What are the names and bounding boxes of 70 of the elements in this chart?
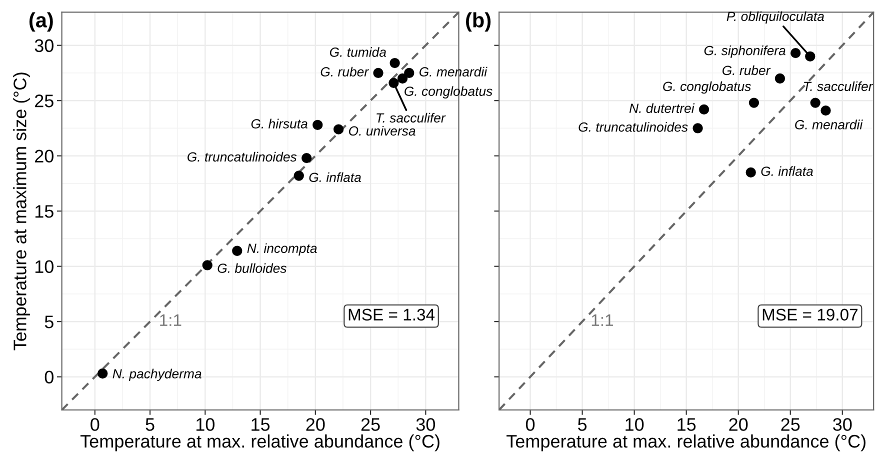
chart-title: (a) xyxy=(29,12,53,32)
point xyxy=(790,48,801,58)
annotation: G. bulloides xyxy=(218,263,286,273)
x-tick-label: 10 xyxy=(196,418,214,431)
annotation: G. truncatulinoides xyxy=(188,152,297,162)
x-tick-label: 5 xyxy=(578,418,587,431)
annotation: N. pachyderma xyxy=(112,368,202,382)
point xyxy=(820,105,831,116)
point xyxy=(202,260,212,270)
x-tick-label: 30 xyxy=(416,418,436,431)
point xyxy=(333,124,344,134)
y-tick-label: 20 xyxy=(35,150,54,163)
point xyxy=(698,104,710,115)
point xyxy=(388,78,399,88)
y-axis-title: Temperature at maximum size (°C) xyxy=(13,72,30,350)
point xyxy=(373,68,384,78)
point xyxy=(774,73,786,84)
annotation: MSE = 19.07 xyxy=(762,308,858,321)
point xyxy=(312,120,323,130)
y-tick-label: 25 xyxy=(35,94,54,108)
point xyxy=(397,73,408,84)
x-tick-label: 15 xyxy=(252,418,270,431)
annotation: G. truncatulinoides xyxy=(578,122,688,132)
point xyxy=(302,152,312,164)
point xyxy=(390,58,400,68)
point xyxy=(98,368,108,379)
point xyxy=(232,246,242,256)
point xyxy=(746,167,756,178)
point xyxy=(805,51,816,62)
annotation: G. ruber xyxy=(320,66,369,77)
x-tick-label: 25 xyxy=(781,418,800,431)
x-tick-label: 25 xyxy=(361,418,380,431)
point xyxy=(748,98,760,108)
annotation: N. dutertrei xyxy=(629,103,695,113)
chart-title: (b) xyxy=(466,12,491,32)
annotation: MSE = 1.34 xyxy=(348,308,435,321)
annotation: G. tumida xyxy=(330,47,386,57)
annotation: G. inflata xyxy=(761,166,813,176)
point xyxy=(810,98,820,108)
y-tick-label: 5 xyxy=(44,316,54,328)
point xyxy=(692,123,703,134)
annotation: O. universa xyxy=(349,126,416,136)
annotation: G. hirsuta xyxy=(251,118,308,128)
x-tick-label: 30 xyxy=(833,418,852,431)
annotation: T. sacculifer xyxy=(376,112,446,123)
annotation: 1:1 xyxy=(160,314,182,326)
x-tick-label: 20 xyxy=(729,418,748,431)
point xyxy=(294,170,304,181)
x-tick-label: 10 xyxy=(626,418,644,431)
x-axis-title: Temperature at max. relative abundance (°C) xyxy=(506,434,866,452)
x-axis-title: Temperature at max. relative abundance (°C) xyxy=(80,434,440,452)
annotation: G. conglobatus xyxy=(663,81,751,94)
x-tick-label: 20 xyxy=(306,418,325,431)
point xyxy=(404,68,414,78)
annotation: T. sacculifer xyxy=(804,81,874,92)
annotation: 1:1 xyxy=(592,314,613,326)
y-tick-label: 0 xyxy=(44,370,54,384)
x-tick-label: 5 xyxy=(146,418,154,431)
annotation: G. siphonifera xyxy=(704,46,786,58)
x-tick-label: 0 xyxy=(90,418,100,431)
y-tick-label: 10 xyxy=(35,260,54,274)
annotation: G. menardii xyxy=(795,120,863,130)
x-tick-label: 15 xyxy=(678,418,696,431)
annotation: G. ruber xyxy=(722,65,771,76)
y-tick-label: 30 xyxy=(34,39,54,52)
annotation: P. obliquiloculata xyxy=(726,11,824,24)
annotation: G. inflata xyxy=(309,172,361,182)
y-tick-label: 15 xyxy=(35,205,54,218)
x-tick-label: 0 xyxy=(526,418,535,431)
annotation: N. incompta xyxy=(247,243,317,256)
